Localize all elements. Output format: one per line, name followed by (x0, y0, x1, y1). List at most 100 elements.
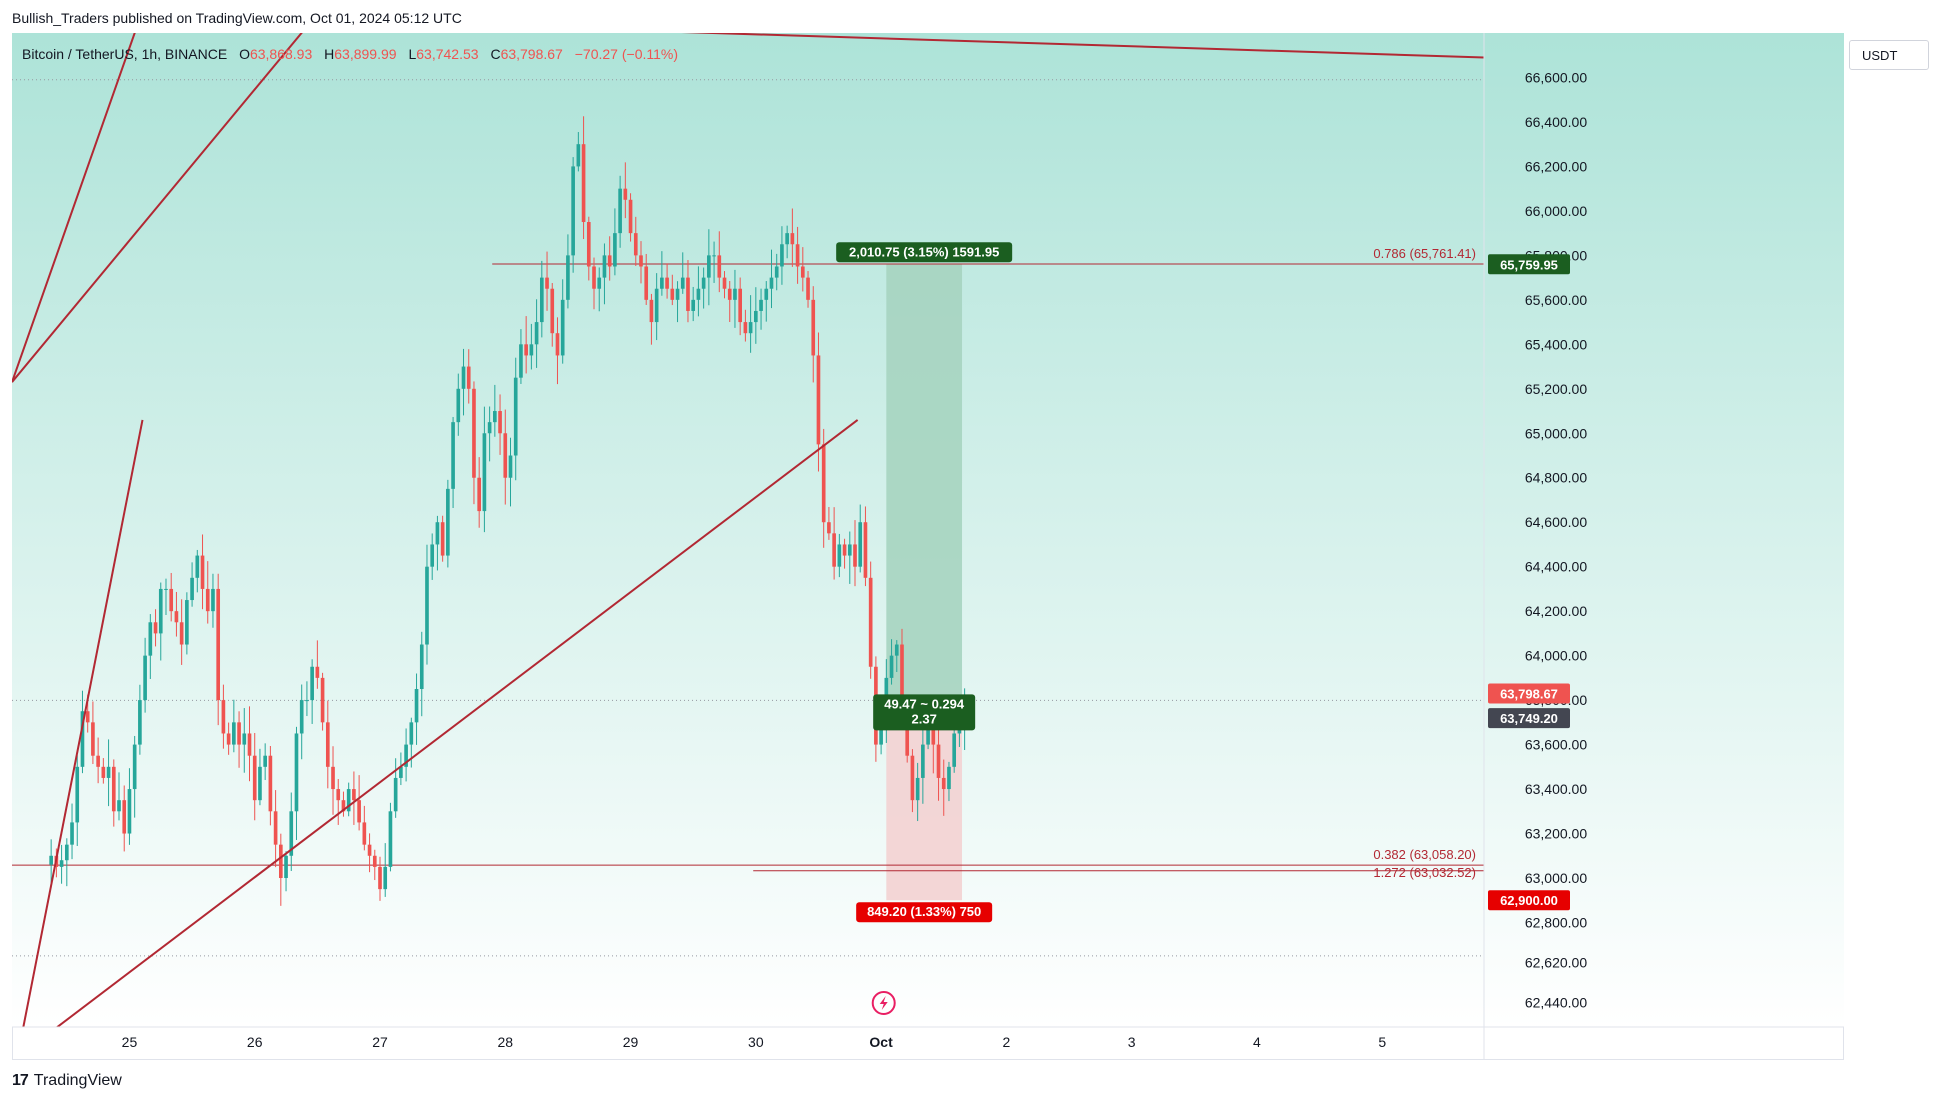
candle (362, 822, 367, 845)
candle (769, 277, 774, 289)
candle (284, 855, 288, 879)
candle (879, 722, 883, 745)
candle (179, 622, 184, 645)
candle (101, 766, 106, 778)
candle (555, 333, 560, 356)
fib-label: 0.786 (65,761.41) (1373, 246, 1476, 261)
candle (305, 700, 309, 702)
candle (759, 299, 763, 311)
y-tick-label: 65,200.00 (1525, 381, 1587, 397)
trendline-rising-upper (12, 33, 303, 383)
candle (273, 811, 278, 845)
x-tick-label: 29 (623, 1034, 639, 1050)
brand-name: TradingView (33, 1072, 122, 1089)
candle (529, 344, 534, 356)
candle (712, 255, 716, 257)
entry-price-tag-bg (1488, 708, 1570, 729)
candle (613, 233, 617, 267)
target-price-tag-text: 65,759.95 (1500, 257, 1558, 272)
change-value: −70.27 (−0.11%) (574, 46, 679, 62)
x-tick-label: 25 (122, 1034, 138, 1050)
profit-label-bg (836, 242, 1013, 263)
candle (571, 166, 575, 256)
footer-brand[interactable]: 17 TradingView (12, 1072, 122, 1090)
y-tick-label: 66,400.00 (1525, 114, 1587, 130)
candle (754, 310, 758, 323)
candle (482, 433, 487, 512)
candle (164, 588, 168, 590)
candle (910, 755, 915, 801)
candle (143, 655, 147, 701)
candle (399, 766, 403, 778)
y-tick-label: 63,400.00 (1525, 781, 1587, 797)
candle (352, 789, 356, 801)
candle (425, 566, 429, 645)
candle (158, 588, 163, 634)
loss-zone (886, 711, 963, 901)
candle (331, 766, 335, 790)
candle (310, 666, 314, 701)
lightning-alert-icon (871, 991, 896, 1015)
candle (743, 322, 748, 334)
candle (91, 722, 95, 756)
candle (404, 744, 408, 767)
candle (764, 288, 769, 300)
candle (513, 377, 518, 456)
target-price-tag: 65,759.95 (1488, 254, 1570, 275)
candle (790, 233, 795, 245)
candle (660, 277, 664, 289)
candle (367, 844, 372, 856)
candle (393, 777, 398, 812)
candle (811, 299, 816, 356)
candle (649, 299, 654, 323)
candle (566, 255, 570, 300)
lightning-bolt (879, 996, 888, 1010)
candle (519, 344, 523, 378)
y-tick-label: 65,600.00 (1525, 292, 1587, 308)
candle (383, 866, 388, 890)
candle (477, 477, 482, 512)
fib-label: 0.382 (63,058.20) (1373, 847, 1476, 862)
candle (205, 588, 210, 612)
candle (487, 422, 492, 434)
candle (931, 722, 936, 745)
candle (503, 433, 508, 478)
low-value: 63,742.53 (416, 46, 479, 62)
candle (320, 677, 325, 723)
high-value: 63,899.99 (334, 46, 397, 62)
candle (581, 144, 586, 223)
candle (456, 388, 461, 423)
low-label: L (408, 46, 417, 62)
candle (592, 266, 596, 289)
candle (247, 733, 252, 756)
close-label: C (490, 46, 501, 62)
candle (138, 700, 142, 745)
ratio-label-bg (873, 694, 976, 731)
trendline-1 (12, 33, 136, 383)
candle (633, 233, 638, 256)
candle (707, 255, 711, 278)
currency-selector[interactable]: USDT (1849, 40, 1929, 70)
candle (216, 588, 221, 701)
candle (534, 322, 539, 345)
y-tick-label: 63,000.00 (1525, 870, 1587, 886)
candle (900, 644, 904, 723)
candle (278, 844, 283, 879)
candle (607, 255, 612, 267)
candle (727, 288, 732, 300)
candle (539, 277, 544, 323)
target-price-tag-bg (1488, 254, 1570, 275)
candle (85, 711, 90, 723)
candle (96, 755, 100, 767)
candle (388, 811, 393, 867)
candle (226, 733, 231, 745)
candle (800, 266, 805, 278)
price-chart[interactable]: 0.786 (65,761.41) 0.382 (63,058.20) 1.272 … (12, 33, 1844, 1060)
x-tick-label: 28 (497, 1034, 513, 1050)
candle (774, 266, 779, 278)
candle (733, 288, 737, 300)
candle (701, 277, 706, 289)
candle (378, 866, 382, 890)
candle (122, 800, 127, 834)
